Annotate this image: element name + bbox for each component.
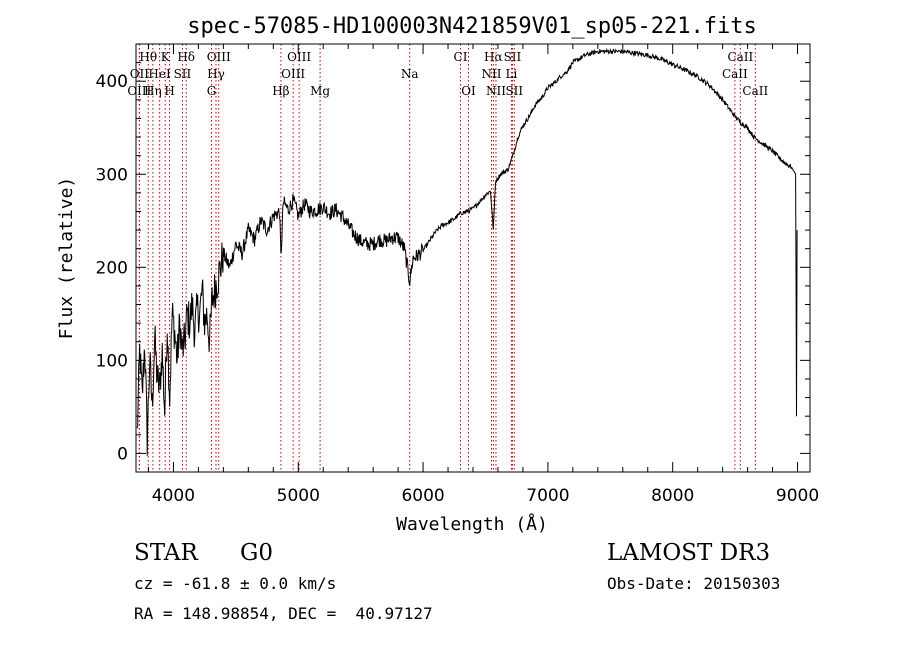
marker-label: Li	[506, 67, 518, 81]
marker-label: Hγ	[207, 67, 225, 81]
marker-label: CI	[454, 50, 468, 64]
x-tick-label: 5000	[277, 486, 320, 506]
marker-label: OIII	[287, 50, 311, 64]
chart-title: spec-57085-HD100003N421859V01_sp05-221.f…	[187, 14, 757, 39]
y-tick-label: 100	[96, 351, 128, 371]
marker-label: OIII	[127, 84, 151, 98]
marker-label: CaII	[742, 84, 768, 98]
marker-label: OII	[130, 67, 150, 81]
marker-label: SII	[505, 84, 523, 98]
marker-label: Na	[401, 67, 419, 81]
object-class: STAR	[134, 540, 198, 566]
x-tick-label: 4000	[152, 486, 195, 506]
marker-label: NII	[486, 84, 506, 98]
plot-frame	[135, 43, 811, 473]
marker-label: Hα	[484, 50, 503, 64]
marker-label: NII	[481, 67, 501, 81]
x-axis-label: Wavelength (Å)	[396, 513, 548, 535]
marker-label: Hη	[144, 84, 162, 98]
marker-label: OIII	[207, 50, 231, 64]
x-ticks: 4000 5000 6000 7000 8000 9000	[147, 44, 819, 506]
obs-date-text: Obs-Date: 20150303	[607, 574, 781, 593]
x-tick-label: 8000	[651, 486, 694, 506]
y-tick-label: 0	[117, 444, 128, 464]
redshift-text: cz = -61.8 ± 0.0 km/s	[134, 574, 337, 593]
marker-label: OI	[461, 84, 476, 98]
y-tick-label: 300	[96, 165, 128, 185]
marker-label: Hβ	[272, 84, 289, 98]
x-tick-label: 9000	[776, 486, 819, 506]
x-tick-label: 7000	[526, 486, 569, 506]
marker-label: SII	[504, 50, 522, 64]
y-tick-label: 200	[96, 258, 128, 278]
marker-label: H	[164, 84, 174, 98]
spectrum-series	[136, 47, 798, 456]
marker-label: OIII	[281, 67, 305, 81]
spectrum-line-0	[136, 47, 798, 456]
survey-name: LAMOST DR3	[607, 540, 771, 566]
marker-label: Hθ	[139, 50, 157, 64]
plot-axes	[135, 43, 811, 473]
coordinates-text: RA = 148.98854, DEC = 40.97127	[134, 604, 433, 623]
marker-label: Mg	[310, 84, 330, 98]
y-tick-label: 400	[96, 72, 128, 92]
x-tick-label: 6000	[401, 486, 444, 506]
marker-label: SII	[174, 67, 192, 81]
marker-label: Hδ	[177, 50, 195, 64]
marker-label: HeI	[148, 67, 171, 81]
object-subclass: G0	[240, 540, 274, 566]
y-axis-label: Flux (relative)	[56, 177, 77, 340]
marker-label: K	[161, 50, 171, 64]
marker-label: CaII	[727, 50, 753, 64]
y-ticks: 0 100 200 300 400	[96, 62, 810, 464]
marker-label: G	[207, 84, 217, 98]
marker-label: CaII	[722, 67, 748, 81]
